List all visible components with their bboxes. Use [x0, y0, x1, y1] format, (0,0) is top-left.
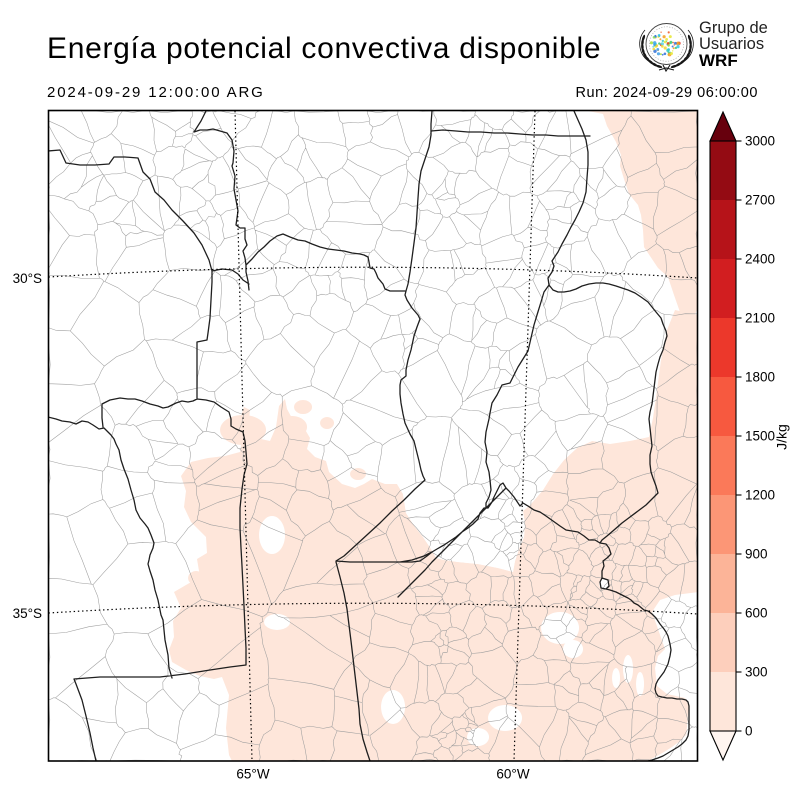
svg-text:60°W: 60°W	[496, 767, 529, 782]
svg-text:2024-09-29 12:00:00 ARG: 2024-09-29 12:00:00 ARG	[47, 84, 265, 101]
svg-text:Energía potencial convectiva d: Energía potencial convectiva disponible	[47, 32, 601, 65]
svg-text:65°W: 65°W	[236, 767, 269, 782]
svg-text:1200: 1200	[745, 488, 775, 503]
svg-text:Grupo de: Grupo de	[699, 19, 768, 37]
svg-text:300: 300	[745, 665, 768, 680]
svg-text:1800: 1800	[745, 370, 775, 385]
svg-text:2700: 2700	[745, 193, 775, 208]
svg-text:J/kg: J/kg	[774, 424, 790, 450]
svg-text:Run: 2024-09-29 06:00:00: Run: 2024-09-29 06:00:00	[576, 85, 759, 101]
svg-text:3000: 3000	[745, 134, 775, 149]
svg-text:35°S: 35°S	[13, 606, 42, 621]
svg-text:2400: 2400	[745, 252, 775, 267]
svg-text:2100: 2100	[745, 311, 775, 326]
svg-text:WRF: WRF	[699, 51, 738, 70]
svg-text:Usuarios: Usuarios	[699, 35, 764, 53]
svg-text:900: 900	[745, 547, 768, 562]
svg-text:0: 0	[745, 724, 753, 739]
svg-text:1500: 1500	[745, 429, 775, 444]
svg-text:30°S: 30°S	[13, 271, 42, 286]
svg-text:600: 600	[745, 606, 768, 621]
